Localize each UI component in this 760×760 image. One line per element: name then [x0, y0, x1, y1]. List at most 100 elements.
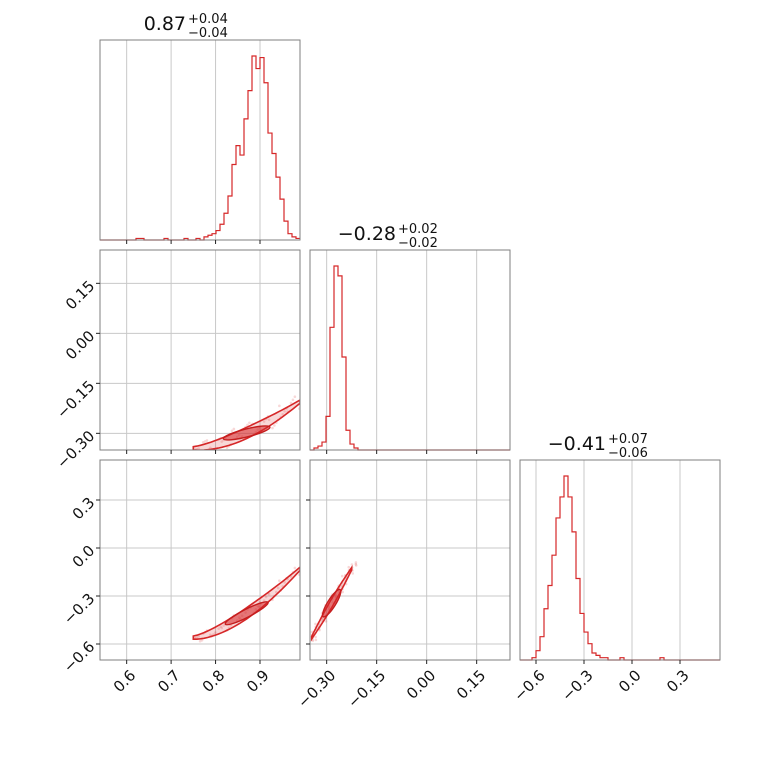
panel-2-0-sample-55 [304, 560, 307, 563]
xlabel-0-1: 0.7 [154, 666, 184, 696]
panel-1-0-sample-12 [230, 429, 234, 433]
ylabel-2-0: −0.6 [60, 638, 98, 676]
panel-1-0-sample-57 [209, 446, 212, 450]
panel-2-0-sample-48 [264, 595, 268, 599]
panel-1-0-sample-27 [271, 426, 274, 430]
ylabel-1-0: −0.30 [53, 427, 98, 472]
panel-1-0-sample-55 [304, 398, 307, 401]
panel-2-1-sample-16 [351, 572, 355, 575]
hist-1-frame [309, 249, 511, 451]
panel-2-0-sample-31 [195, 636, 199, 639]
xlabel-2-3: 0.3 [663, 666, 693, 696]
panel-1-0-sample-35 [262, 420, 266, 423]
panel-2-1-sample-52 [314, 638, 318, 642]
panel-1-0-sample-34 [177, 0, 180, 1]
hist-0-title-value: 0.87 [144, 13, 186, 35]
hist-0-title-minus: −0.04 [188, 26, 228, 41]
panel-2-0-sample-0 [172, 0, 175, 1]
hist-2-title-value: −0.41 [548, 433, 606, 455]
panel-2-0-sample-13 [183, 0, 186, 1]
panel-2-1-sample-21 [354, 561, 358, 564]
panel-1-0-sample-52 [199, 455, 202, 458]
hist-1-title-minus: −0.02 [398, 236, 438, 251]
xlabel-2-1: −0.3 [558, 666, 596, 704]
panel-2-1-sample-0 [301, 650, 304, 653]
xlabel-0-0: 0.6 [110, 666, 140, 696]
hist-1-step-line [310, 265, 510, 451]
xlabel-0-2: 0.8 [199, 666, 229, 696]
ylabel-1-3: 0.15 [62, 277, 98, 313]
panel-1-0-sample-11 [278, 404, 281, 408]
hist-panel-1: −0.28 +0.02−0.02 [309, 222, 511, 454]
xlabel-1-3: 0.15 [453, 666, 489, 702]
panel-2-0-sample-62 [219, 625, 222, 628]
panel-1-0-sample-50 [293, 395, 297, 399]
hist-panel-2: −0.41 +0.07−0.06 [519, 432, 721, 664]
panel-2-1-sample-27 [341, 590, 344, 594]
xlabel-1-0: −0.30 [294, 666, 339, 711]
panel-2-0-sample-26 [185, 0, 188, 1]
panel-2-1-sample-11 [340, 574, 344, 578]
panel-2-0-sample-34 [177, 0, 180, 1]
panel-2-1-sample-63 [354, 562, 358, 566]
panel-1-0-sample-24 [289, 401, 293, 405]
panel-2-1-sample-41 [324, 620, 328, 623]
panel-1-0-sample-37 [291, 398, 295, 402]
panel-1-0-sample-51 [246, 423, 249, 427]
panel-2-0-sample-44 [197, 635, 200, 638]
panel-2-1-sample-36 [314, 622, 317, 626]
hist-2-title-plus: +0.07 [608, 432, 648, 447]
xlabel-2-0: −0.6 [510, 666, 548, 704]
panel-1-0-sample-41 [225, 446, 229, 450]
scatter-panel-1-0 [96, 0, 309, 458]
panel-2-0-sample-45 [283, 581, 286, 584]
panel-1-0-sample-40 [273, 424, 276, 427]
scatter-panel-2-0 [96, 0, 309, 664]
panel-2-0-sample-63 [305, 562, 308, 565]
panel-2-0-sample-49 [217, 627, 220, 630]
panel-2-1-sample-44 [310, 630, 314, 634]
panel-1-0-sample-64 [248, 421, 251, 425]
hist-2-step-line [520, 475, 720, 661]
scatter-panel-2-1 [301, 459, 511, 664]
panel-1-0-sample-26 [185, 0, 188, 1]
ylabel-2-2: 0.0 [69, 542, 99, 572]
hist-panel-0: 0.87 +0.04−0.04 [99, 12, 301, 244]
panel-2-1-sample-47 [304, 641, 307, 644]
panel-2-0-sample-50 [293, 566, 297, 570]
panel-2-0-sample-39 [187, 0, 190, 1]
hist-1-title-value: −0.28 [338, 223, 396, 245]
panel-2-0-contour-outer [192, 566, 300, 640]
panel-1-0-sample-47 [179, 0, 182, 1]
panel-1-0-sample-25 [232, 427, 236, 431]
panel-2-0-sample-5 [192, 0, 195, 1]
panel-1-0-sample-8 [306, 395, 309, 398]
panel-1-0-sample-13 [183, 0, 186, 1]
panel-2-0-sample-47 [179, 0, 182, 1]
panel-2-0-sample-68 [182, 0, 185, 1]
xlabel-1-1: −0.15 [344, 666, 389, 711]
xlabel-1-2: 0.00 [403, 666, 439, 702]
panel-2-0-sample-66 [276, 586, 280, 590]
panel-2-0-contour-core [224, 601, 269, 626]
panel-2-0-sample-60 [190, 0, 193, 1]
panel-2-0-sample-8 [306, 563, 309, 566]
panel-1-0-sample-60 [190, 0, 193, 1]
ylabel-2-1: −0.3 [60, 590, 98, 628]
panel-2-0-sample-57 [209, 633, 212, 637]
panel-1-0-sample-7 [220, 440, 224, 443]
panel-1-0-sample-6 [267, 418, 271, 422]
panel-2-0-sample-35 [262, 599, 266, 602]
panel-2-0-sample-28 [214, 631, 217, 634]
ylabel-2-3: 0.3 [69, 494, 99, 524]
panel-2-1-sample-50 [347, 565, 351, 569]
panel-2-0-sample-42 [302, 565, 305, 568]
panel-2-0-sample-52 [198, 639, 202, 643]
panel-2-1-contour-core [321, 588, 342, 618]
panel-2-1-sample-55 [350, 563, 354, 566]
hist-0-frame [99, 39, 301, 241]
panel-1-0-sample-5 [192, 0, 195, 1]
panel-1-0-sample-23 [203, 440, 207, 443]
panel-1-0-sample-10 [201, 440, 205, 444]
